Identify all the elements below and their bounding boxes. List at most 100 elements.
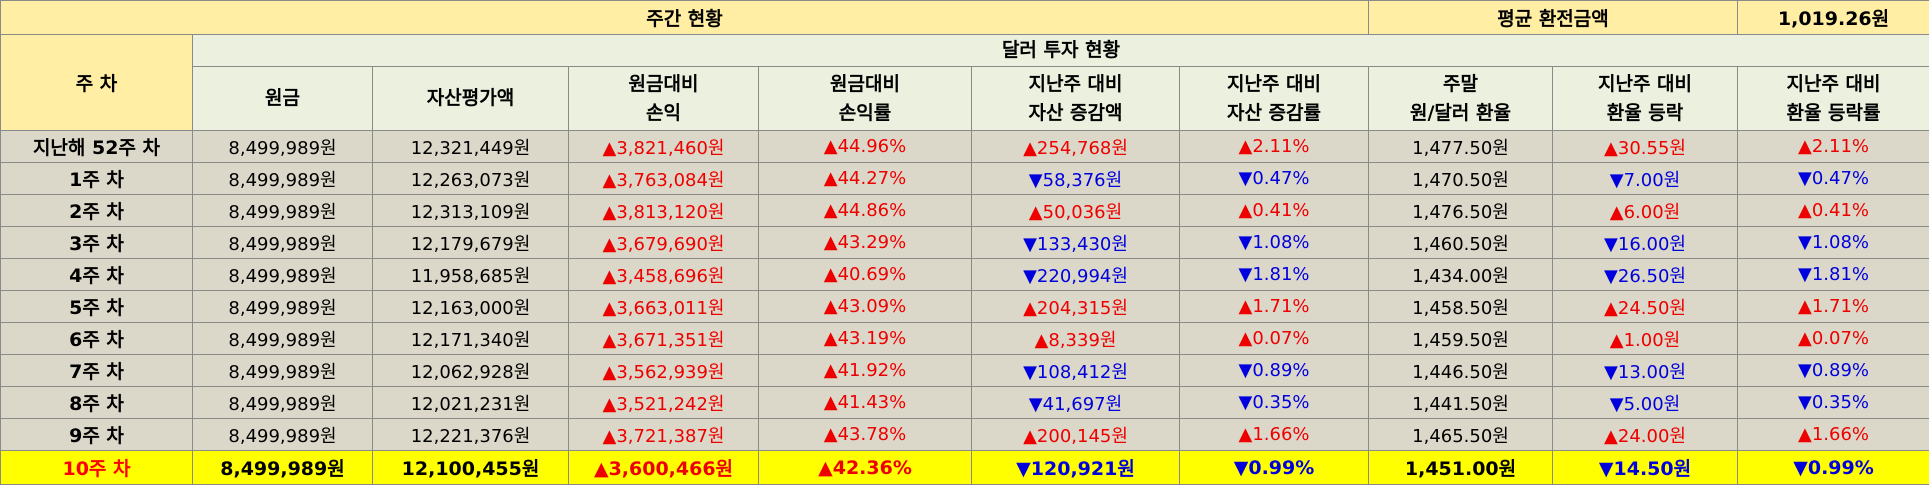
asset-value-cell: 12,171,340원 — [372, 322, 569, 355]
asset-change-cell: ▼133,430원 — [971, 226, 1180, 259]
avg-exchange-value: 1,019.26원 — [1737, 0, 1929, 35]
asset-rate-cell: ▼0.99% — [1179, 450, 1369, 485]
week-label-cell: 2주 차 — [0, 194, 193, 227]
fx-change-rate-cell: ▼1.08% — [1737, 226, 1929, 259]
asset-change-cell: ▲50,036원 — [971, 194, 1180, 227]
pl-cell: ▲3,458,696원 — [568, 258, 759, 291]
principal-cell: 8,499,989원 — [192, 354, 373, 387]
asset-rate-cell: ▼1.08% — [1179, 226, 1369, 259]
fx-rate-cell: 1,465.50원 — [1368, 418, 1553, 451]
col-header-asset: 자산평가액 — [372, 66, 569, 131]
col-header-fx: 주말 원/달러 환율 — [1368, 66, 1553, 131]
asset-rate-cell: ▼0.89% — [1179, 354, 1369, 387]
fx-rate-cell: 1,451.00원 — [1368, 450, 1553, 485]
col-header-asset-rate: 지난주 대비 자산 증감률 — [1179, 66, 1369, 131]
asset-rate-cell: ▼0.35% — [1179, 386, 1369, 419]
fx-rate-cell: 1,459.50원 — [1368, 322, 1553, 355]
asset-change-cell: ▼220,994원 — [971, 258, 1180, 291]
fx-rate-cell: 1,446.50원 — [1368, 354, 1553, 387]
principal-cell: 8,499,989원 — [192, 162, 373, 195]
asset-change-cell: ▼108,412원 — [971, 354, 1180, 387]
fx-change-rate-cell: ▼0.89% — [1737, 354, 1929, 387]
asset-value-cell: 12,062,928원 — [372, 354, 569, 387]
asset-value-cell: 12,321,449원 — [372, 130, 569, 163]
pl-cell: ▲3,521,242원 — [568, 386, 759, 419]
pl-rate-cell: ▲41.43% — [758, 386, 972, 419]
fx-rate-cell: 1,458.50원 — [1368, 290, 1553, 323]
week-label-cell: 6주 차 — [0, 322, 193, 355]
avg-exchange-label: 평균 환전금액 — [1368, 0, 1738, 35]
asset-value-cell: 12,100,455원 — [372, 450, 569, 485]
asset-rate-cell: ▲2.11% — [1179, 130, 1369, 163]
fx-change-cell: ▲24.50원 — [1552, 290, 1738, 323]
asset-value-cell: 12,163,000원 — [372, 290, 569, 323]
fx-change-rate-cell: ▲0.07% — [1737, 322, 1929, 355]
asset-value-cell: 12,221,376원 — [372, 418, 569, 451]
fx-change-rate-cell: ▼0.99% — [1737, 450, 1929, 485]
fx-change-rate-cell: ▲0.41% — [1737, 194, 1929, 227]
pl-cell: ▲3,821,460원 — [568, 130, 759, 163]
weekly-status-title: 주간 현황 — [0, 0, 1369, 35]
principal-cell: 8,499,989원 — [192, 290, 373, 323]
fx-rate-cell: 1,434.00원 — [1368, 258, 1553, 291]
fx-change-rate-cell: ▲2.11% — [1737, 130, 1929, 163]
fx-change-cell: ▼26.50원 — [1552, 258, 1738, 291]
asset-value-cell: 12,313,109원 — [372, 194, 569, 227]
principal-cell: 8,499,989원 — [192, 226, 373, 259]
table-row: 4주 차 8,499,989원 11,958,685원 ▲3,458,696원 ▲40.… — [0, 258, 1929, 291]
table-row: 9주 차 8,499,989원 12,221,376원 ▲3,721,387원 ▲43.… — [0, 418, 1929, 451]
fx-change-cell: ▲24.00원 — [1552, 418, 1738, 451]
table-row: 2주 차 8,499,989원 12,313,109원 ▲3,813,120원 ▲44.… — [0, 194, 1929, 227]
asset-rate-cell: ▲0.41% — [1179, 194, 1369, 227]
pl-cell: ▲3,721,387원 — [568, 418, 759, 451]
table-row: 8주 차 8,499,989원 12,021,231원 ▲3,521,242원 ▲41.… — [0, 386, 1929, 419]
col-header-fx-change: 지난주 대비 환율 등락 — [1552, 66, 1738, 131]
fx-rate-cell: 1,460.50원 — [1368, 226, 1553, 259]
table-row: 6주 차 8,499,989원 12,171,340원 ▲3,671,351원 ▲43.… — [0, 322, 1929, 355]
col-header-asset-change: 지난주 대비 자산 증감액 — [971, 66, 1180, 131]
asset-rate-cell: ▼0.47% — [1179, 162, 1369, 195]
week-label-cell: 1주 차 — [0, 162, 193, 195]
table-row: 1주 차 8,499,989원 12,263,073원 ▲3,763,084원 ▲44.… — [0, 162, 1929, 195]
principal-cell: 8,499,989원 — [192, 418, 373, 451]
asset-change-cell: ▲204,315원 — [971, 290, 1180, 323]
table-row-current: 10주 차 8,499,989원 12,100,455원 ▲3,600,466원 ▲42… — [0, 450, 1929, 485]
week-label-cell: 4주 차 — [0, 258, 193, 291]
asset-rate-cell: ▲1.71% — [1179, 290, 1369, 323]
week-label-cell: 5주 차 — [0, 290, 193, 323]
asset-change-cell: ▲254,768원 — [971, 130, 1180, 163]
fx-change-rate-cell: ▼0.35% — [1737, 386, 1929, 419]
asset-change-cell: ▼41,697원 — [971, 386, 1180, 419]
principal-cell: 8,499,989원 — [192, 322, 373, 355]
week-label-cell: 지난해 52주 차 — [0, 130, 193, 163]
pl-cell: ▲3,679,690원 — [568, 226, 759, 259]
fx-rate-cell: 1,477.50원 — [1368, 130, 1553, 163]
fx-change-cell: ▼14.50원 — [1552, 450, 1738, 485]
table-row: 7주 차 8,499,989원 12,062,928원 ▲3,562,939원 ▲41.… — [0, 354, 1929, 387]
week-label-cell: 10주 차 — [0, 450, 193, 485]
week-column-header: 주 차 — [0, 34, 193, 131]
pl-cell: ▲3,671,351원 — [568, 322, 759, 355]
principal-cell: 8,499,989원 — [192, 258, 373, 291]
fx-change-rate-cell: ▲1.71% — [1737, 290, 1929, 323]
pl-cell: ▲3,763,084원 — [568, 162, 759, 195]
pl-rate-cell: ▲44.27% — [758, 162, 972, 195]
pl-rate-cell: ▲43.29% — [758, 226, 972, 259]
fx-change-cell: ▲30.55원 — [1552, 130, 1738, 163]
pl-rate-cell: ▲44.96% — [758, 130, 972, 163]
fx-change-cell: ▼7.00원 — [1552, 162, 1738, 195]
col-header-principal: 원금 — [192, 66, 373, 131]
fx-change-rate-cell: ▼1.81% — [1737, 258, 1929, 291]
asset-value-cell: 11,958,685원 — [372, 258, 569, 291]
fx-change-cell: ▲6.00원 — [1552, 194, 1738, 227]
pl-rate-cell: ▲43.78% — [758, 418, 972, 451]
week-label-cell: 7주 차 — [0, 354, 193, 387]
week-label-cell: 8주 차 — [0, 386, 193, 419]
pl-rate-cell: ▲43.09% — [758, 290, 972, 323]
fx-rate-cell: 1,470.50원 — [1368, 162, 1553, 195]
asset-rate-cell: ▼1.81% — [1179, 258, 1369, 291]
principal-cell: 8,499,989원 — [192, 194, 373, 227]
fx-change-cell: ▲1.00원 — [1552, 322, 1738, 355]
asset-change-cell: ▼58,376원 — [971, 162, 1180, 195]
pl-rate-cell: ▲44.86% — [758, 194, 972, 227]
